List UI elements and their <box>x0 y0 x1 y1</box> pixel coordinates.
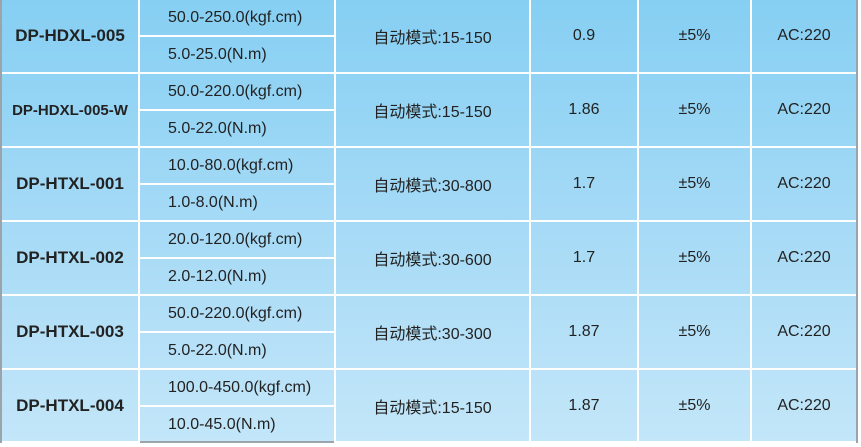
table-subrow: 5.0-25.0(N.m) <box>2 35 856 74</box>
range-kgf-cell: 10.0-80.0(kgf.cm) <box>138 146 336 185</box>
range-nm-cell: 1.0-8.0(N.m) <box>139 183 335 222</box>
power-cell: AC:220 <box>750 146 856 222</box>
table-subrow: 5.0-22.0(N.m) <box>2 109 856 148</box>
model-cell: DP-HTXL-004 <box>2 368 140 443</box>
range-nm-cell: 5.0-22.0(N.m) <box>139 331 335 370</box>
table-row: DP-HTXL-004 100.0-450.0(kgf.cm) 自动模式:15-15… <box>2 368 856 443</box>
accuracy-cell: ±5% <box>637 294 752 370</box>
power-cell: AC:220 <box>750 294 856 370</box>
mode-cell: 自动模式:30-300 <box>334 294 531 370</box>
mode-cell: 自动模式:15-150 <box>334 72 531 148</box>
range-kgf-cell: 50.0-220.0(kgf.cm) <box>138 72 336 111</box>
range-nm-cell: 10.0-45.0(N.m) <box>139 405 335 442</box>
range-nm-cell: 5.0-22.0(N.m) <box>139 109 335 148</box>
mode-cell: 自动模式:30-600 <box>334 220 531 296</box>
accuracy-cell: ±5% <box>637 0 752 74</box>
mode-cell: 自动模式:15-150 <box>334 368 531 443</box>
power-cell: AC:220 <box>750 220 856 296</box>
range-nm-cell: 5.0-25.0(N.m) <box>139 35 335 74</box>
power-cell: AC:220 <box>750 368 856 443</box>
value-cell: 1.7 <box>529 220 639 296</box>
table-subrow: 2.0-12.0(N.m) <box>2 257 856 296</box>
accuracy-cell: ±5% <box>637 146 752 222</box>
mode-cell: 自动模式:15-150 <box>334 0 531 74</box>
value-cell: 1.87 <box>529 294 639 370</box>
accuracy-cell: ±5% <box>637 368 752 443</box>
table-subrow: 10.0-45.0(N.m) <box>2 405 856 442</box>
range-kgf-cell: 100.0-450.0(kgf.cm) <box>138 368 336 407</box>
table-row: DP-HTXL-001 10.0-80.0(kgf.cm) 自动模式:30-800 1… <box>2 146 856 222</box>
table-row: DP-HDXL-005 50.0-250.0(kgf.cm) 自动模式:15-150… <box>2 0 856 74</box>
accuracy-cell: ±5% <box>637 72 752 148</box>
mode-cell: 自动模式:30-800 <box>334 146 531 222</box>
model-cell: DP-HDXL-005-W <box>2 72 140 148</box>
value-cell: 0.9 <box>529 0 639 74</box>
table-subrow: 5.0-22.0(N.m) <box>2 331 856 370</box>
power-cell: AC:220 <box>750 72 856 148</box>
accuracy-cell: ±5% <box>637 220 752 296</box>
range-kgf-cell: 20.0-120.0(kgf.cm) <box>138 220 336 259</box>
model-cell: DP-HDXL-005 <box>2 0 140 74</box>
range-nm-cell: 2.0-12.0(N.m) <box>139 257 335 296</box>
power-cell: AC:220 <box>750 0 856 74</box>
table-row: DP-HDXL-005-W 50.0-220.0(kgf.cm) 自动模式:15-1… <box>2 72 856 148</box>
table-subrow: 1.0-8.0(N.m) <box>2 183 856 222</box>
range-kgf-cell: 50.0-220.0(kgf.cm) <box>138 294 336 333</box>
model-cell: DP-HTXL-002 <box>2 220 140 296</box>
model-cell: DP-HTXL-001 <box>2 146 140 222</box>
value-cell: 1.7 <box>529 146 639 222</box>
table-row: DP-HTXL-003 50.0-220.0(kgf.cm) 自动模式:30-300… <box>2 294 856 370</box>
model-cell: DP-HTXL-003 <box>2 294 140 370</box>
range-kgf-cell: 50.0-250.0(kgf.cm) <box>138 0 336 37</box>
value-cell: 1.87 <box>529 368 639 443</box>
value-cell: 1.86 <box>529 72 639 148</box>
table-row: DP-HTXL-002 20.0-120.0(kgf.cm) 自动模式:30-600… <box>2 220 856 296</box>
